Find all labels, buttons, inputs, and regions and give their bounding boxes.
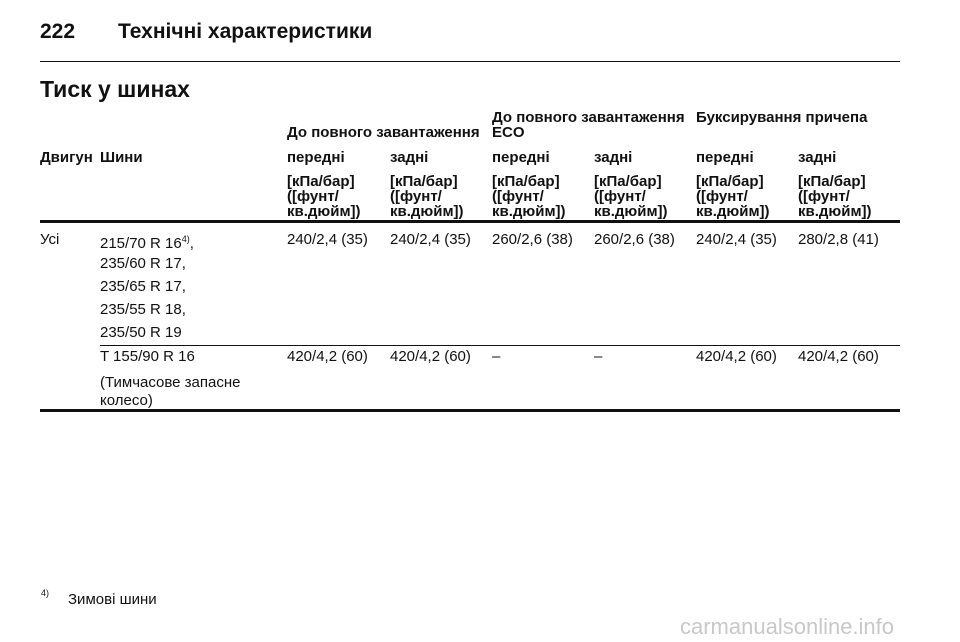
pressure: 280/2,8 (41) <box>798 231 879 248</box>
tire: 235/55 R 18, <box>100 301 186 318</box>
group-header: До повного завантаження ECO <box>492 109 685 141</box>
footnote-marker: 4) <box>41 588 50 598</box>
unit: [кПа/бар] ([фунт/ кв.дюйм]) <box>492 173 566 220</box>
pressure: 420/4,2 (60) <box>696 348 777 365</box>
column-header: передні <box>492 149 550 166</box>
header-rule <box>40 220 900 223</box>
column-header: задні <box>390 149 429 166</box>
watermark: carmanualsonline.info <box>680 614 895 639</box>
header-rule <box>40 61 900 62</box>
row-rule <box>100 345 900 346</box>
column-header: передні <box>287 149 345 166</box>
footnote-text: Зимові шини <box>68 591 157 608</box>
pressure: – <box>594 348 603 365</box>
tire: 235/50 R 19 <box>100 324 182 341</box>
column-header: Шини <box>100 149 143 166</box>
tire-remark: (Тимчасове запасне колесо) <box>100 374 241 409</box>
pressure: 240/2,4 (35) <box>287 231 368 248</box>
group-header: До повного завантаження <box>287 124 480 141</box>
pressure: 420/4,2 (60) <box>287 348 368 365</box>
pressure: 420/4,2 (60) <box>390 348 471 365</box>
column-header: Двигун <box>40 149 93 166</box>
unit: [кПа/бар] ([фунт/ кв.дюйм]) <box>390 173 464 220</box>
column-header: задні <box>594 149 633 166</box>
separator: , <box>189 235 194 252</box>
tire: 215/70 R 164), <box>100 232 194 251</box>
footnote-ref: 4) <box>181 234 190 244</box>
title: Тиск у шинах <box>40 76 190 102</box>
page-number: 222 <box>40 20 76 43</box>
unit: [кПа/бар] ([фунт/ кв.дюйм]) <box>594 173 668 220</box>
tire-size: 215/70 R 16 <box>100 235 182 252</box>
pressure: 260/2,6 (38) <box>594 231 675 248</box>
unit: [кПа/бар] ([фунт/ кв.дюйм]) <box>798 173 872 220</box>
unit: [кПа/бар] ([фунт/ кв.дюйм]) <box>696 173 770 220</box>
tire: 235/60 R 17, <box>100 255 186 272</box>
section-title: Технічні характеристики <box>118 20 373 43</box>
column-header: передні <box>696 149 754 166</box>
table-rule <box>40 409 900 412</box>
tire: T 155/90 R 16 <box>100 348 195 365</box>
engine: Усі <box>40 231 60 248</box>
group-header: Буксирування причепа <box>696 109 868 126</box>
tire: 235/65 R 17, <box>100 278 186 295</box>
pressure: 240/2,4 (35) <box>696 231 777 248</box>
pressure: – <box>492 348 501 365</box>
pressure: 420/4,2 (60) <box>798 348 879 365</box>
unit: [кПа/бар] ([фунт/ кв.дюйм]) <box>287 173 361 220</box>
pressure: 240/2,4 (35) <box>390 231 471 248</box>
pressure: 260/2,6 (38) <box>492 231 573 248</box>
column-header: задні <box>798 149 837 166</box>
